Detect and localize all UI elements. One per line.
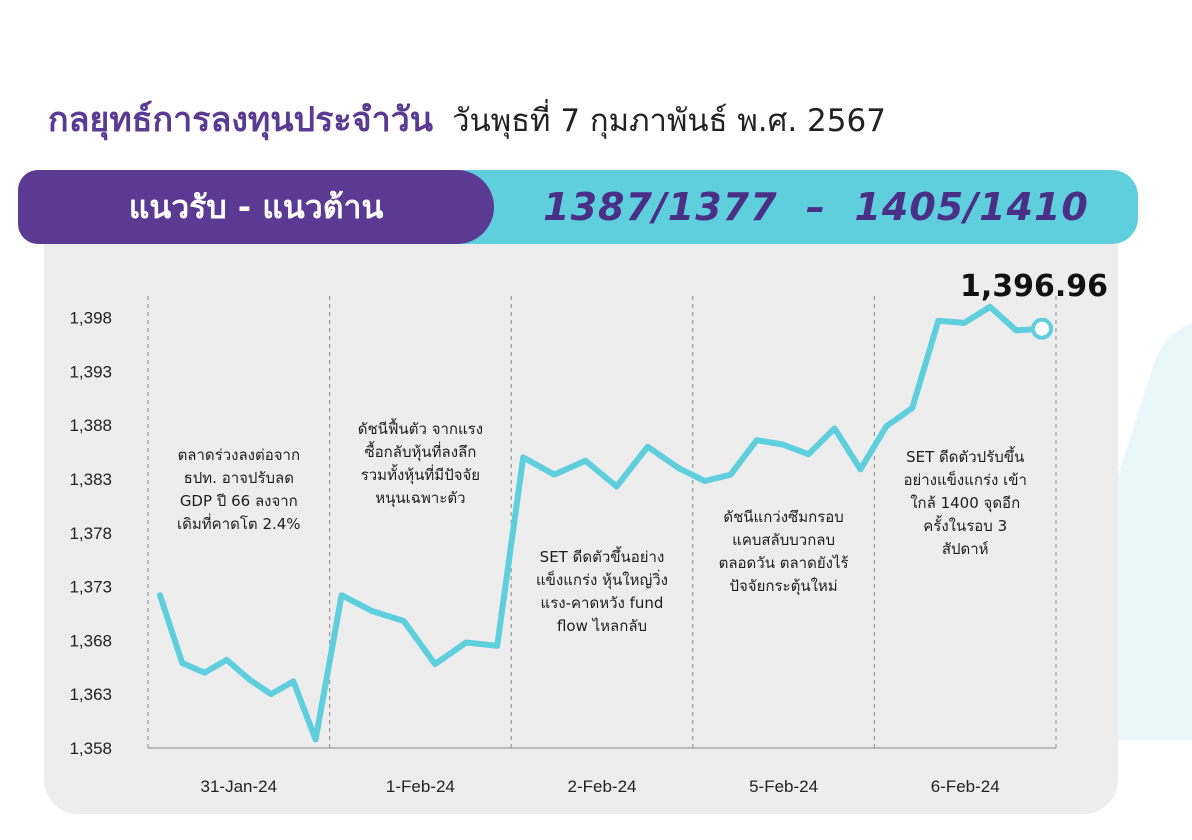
annotation-line: ใกล้ 1400 จุดอีก (910, 494, 1020, 513)
x-tick-label: 31-Jan-24 (201, 777, 278, 796)
day-annotation: SET ดีดตัวปรับขึ้นอย่างแข็งแกร่ง เข้าใกล… (903, 446, 1027, 558)
day-annotation: SET ดีดตัวขึ้นอย่างแข็งแกร่ง หุ้นใหญ่วิ่… (536, 546, 668, 635)
last-value-label: 1,396.96 (960, 269, 1108, 304)
y-tick-label: 1,383 (69, 470, 112, 489)
page-date: วันพุธที่ 7 กุมภาพันธ์ พ.ศ. 2567 (452, 103, 886, 139)
x-tick-label: 6-Feb-24 (931, 777, 1000, 796)
page-header: กลยุทธ์การลงทุนประจำวัน วันพุธที่ 7 กุมภ… (48, 92, 886, 146)
y-tick-label: 1,368 (69, 631, 112, 650)
page-title: กลยุทธ์การลงทุนประจำวัน (48, 100, 433, 140)
annotation-line: SET ดีดตัวปรับขึ้น (906, 446, 1024, 466)
banner-levels: 1387/1377 – 1405/1410 (543, 185, 1089, 229)
last-point-marker (1031, 317, 1053, 340)
y-tick-label: 1,363 (69, 685, 112, 704)
annotation-line: GDP ปี 66 ลงจาก (180, 492, 298, 510)
annotation-line: เดิมที่คาดโต 2.4% (177, 513, 301, 533)
annotation-line: ซื้อกลับหุ้นที่ลงลึก (364, 441, 476, 462)
annotation-line: สัปดาห์ (942, 540, 989, 558)
annotation-line: ดัชนีแกว่งซึมกรอบ (723, 508, 843, 526)
annotation-line: แรง-คาดหวัง fund (541, 594, 664, 612)
annotation-line: ปัจจัยกระตุ้นใหม่ (730, 577, 838, 596)
annotation-line: ตลอดวัน ตลาดยังไร้ (719, 554, 849, 572)
x-tick-label: 2-Feb-24 (568, 777, 637, 796)
annotation-line: ตลาดร่วงลงต่อจาก (178, 446, 300, 464)
annotation-line: รวมทั้งหุ้นที่มีปัจจัย (361, 464, 480, 485)
y-tick-label: 1,393 (69, 362, 112, 381)
x-tick-label: 1-Feb-24 (386, 777, 455, 796)
annotation-line: ดัชนีฟื้นตัว จากแรง (358, 418, 483, 438)
banner-label: แนวรับ - แนวต้าน (128, 188, 384, 226)
annotation-line: อย่างแข็งแกร่ง เข้า (903, 470, 1027, 489)
annotation-line: แข็งแกร่ง หุ้นใหญ่วิ่ง (536, 569, 668, 590)
support-resistance-banner: แนวรับ - แนวต้าน 1387/1377 – 1405/1410 (18, 170, 1138, 244)
chart-panel (44, 244, 1118, 814)
banner-left-background (18, 170, 494, 244)
annotation-line: ครั้งในรอบ 3 (923, 515, 1007, 535)
index-line (157, 303, 1045, 743)
y-tick-label: 1,398 (69, 309, 112, 328)
annotation-line: ธปท. อาจปรับลด (184, 469, 294, 487)
annotation-line: SET ดีดตัวขึ้นอย่าง (540, 546, 665, 566)
x-tick-label: 5-Feb-24 (749, 777, 818, 796)
day-annotation: ดัชนีฟื้นตัว จากแรงซื้อกลับหุ้นที่ลงลึกร… (358, 418, 483, 508)
y-tick-label: 1,378 (69, 524, 112, 543)
y-tick-label: 1,388 (69, 416, 112, 435)
annotation-line: แคบสลับบวกลบ (732, 531, 835, 549)
y-tick-label: 1,358 (69, 739, 112, 758)
annotation-line: หนุนเฉพาะตัว (375, 489, 465, 508)
y-tick-label: 1,373 (69, 578, 112, 597)
annotation-line: flow ไหลกลับ (557, 617, 647, 635)
